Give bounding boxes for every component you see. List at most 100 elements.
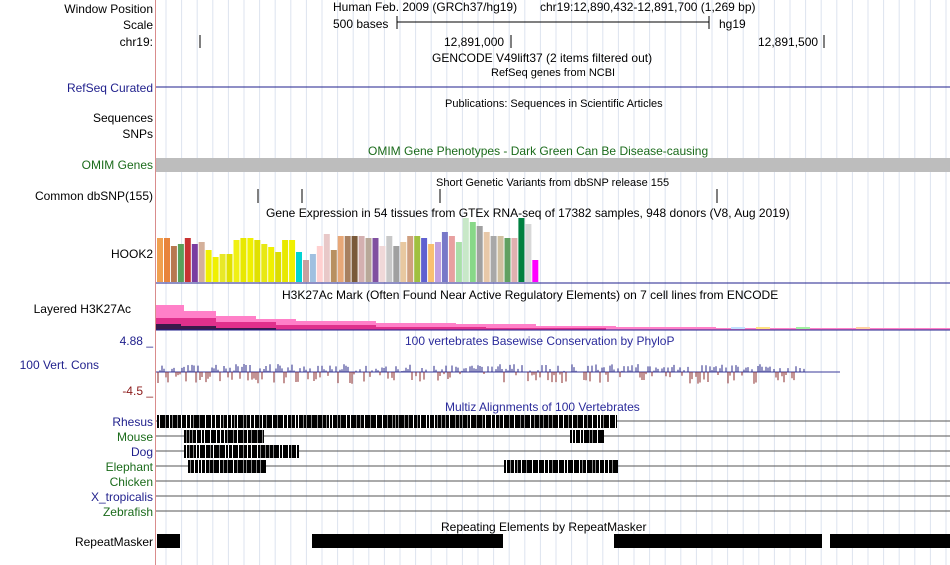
track-data-area[interactable]: Human Feb. 2009 (GRCh37/hg19) chr19:12,8…: [156, 0, 950, 565]
multiz-gap: [251, 445, 252, 458]
multiz-species-dog[interactable]: Dog: [130, 445, 153, 459]
multiz-species-mouse[interactable]: Mouse: [116, 430, 153, 444]
h3k27ac-layer-minor: [856, 327, 870, 329]
multiz-gap: [459, 415, 460, 428]
multiz-gap: [564, 460, 565, 473]
gtex-tissue-bar: [177, 244, 184, 282]
gtex-tissue-bar: [296, 252, 302, 282]
multiz-gap: [220, 430, 221, 443]
multiz-gap: [186, 430, 187, 443]
gtex-tissue-bar: [469, 222, 476, 282]
multiz-gap: [260, 445, 261, 458]
snps-track-label[interactable]: SNPs: [122, 127, 153, 141]
publications-track-title: Publications: Sequences in Scientific Ar…: [445, 98, 663, 110]
gtex-tissue-bar: [462, 218, 469, 282]
multiz-gap: [573, 460, 574, 473]
omim-track-title: OMIM Gene Phenotypes - Dark Green Can Be…: [368, 144, 709, 158]
multiz-gap: [326, 415, 327, 428]
repeat-element: [157, 534, 180, 548]
multiz-species-x-tropicalis[interactable]: X_tropicalis: [90, 490, 153, 504]
multiz-gap: [429, 415, 430, 428]
dbsnp-variant-marks: [257, 189, 718, 203]
multiz-gap: [232, 445, 233, 458]
multiz-gap: [592, 415, 593, 428]
multiz-gap: [306, 415, 307, 428]
multiz-gap: [287, 415, 288, 428]
gtex-tissue-bar: [428, 244, 435, 282]
window-position-label: Window Position: [64, 2, 153, 16]
omim-track-label[interactable]: OMIM Genes: [81, 158, 153, 172]
multiz-gap: [558, 460, 559, 473]
multiz-species-zebrafish[interactable]: Zebrafish: [102, 505, 153, 519]
repeatmasker-track-label[interactable]: RepeatMasker: [74, 535, 153, 549]
multiz-species-chicken[interactable]: Chicken: [109, 475, 153, 489]
gtex-tissue-bar: [511, 238, 518, 282]
multiz-gap: [196, 430, 197, 443]
gtex-tissue-bar: [400, 242, 407, 282]
multiz-gap: [572, 430, 573, 443]
multiz-gap: [291, 415, 292, 428]
sequences-track-label[interactable]: Sequences: [92, 111, 153, 125]
gtex-tissue-bar: [386, 236, 393, 282]
multiz-gap: [526, 460, 527, 473]
multiz-gap: [382, 415, 383, 428]
multiz-gap: [600, 415, 601, 428]
phylop-track-label[interactable]: 100 Vert. Cons: [19, 358, 99, 372]
refseq-track-label[interactable]: RefSeq Curated: [66, 81, 153, 95]
multiz-gap: [491, 415, 492, 428]
multiz-gap: [441, 415, 442, 428]
dbsnp-track-label[interactable]: Common dbSNP(155): [34, 189, 153, 203]
multiz-gap: [205, 415, 206, 428]
gtex-tissue-bar: [476, 226, 483, 282]
multiz-gap: [539, 415, 540, 428]
gtex-tissue-bar: [393, 246, 400, 282]
multiz-gap: [189, 445, 190, 458]
multiz-gap: [532, 460, 533, 473]
multiz-gap: [499, 415, 500, 428]
multiz-gap: [219, 460, 220, 473]
multiz-gap: [227, 430, 228, 443]
multiz-gap: [196, 445, 197, 458]
multiz-gap: [266, 415, 267, 428]
multiz-gap: [514, 415, 515, 428]
h3k27ac-layer-minor: [796, 327, 810, 329]
gtex-track-label[interactable]: HOOK2: [110, 247, 153, 261]
multiz-gap: [237, 430, 238, 443]
gtex-tissue-bar: [233, 240, 240, 282]
multiz-gap: [243, 460, 244, 473]
multiz-gap: [376, 415, 377, 428]
multiz-gap: [165, 415, 166, 428]
repeat-element: [830, 534, 950, 548]
gtex-tissue-bar: [497, 236, 504, 282]
gtex-tissue-bar: [330, 250, 337, 282]
multiz-alignment-rows: [156, 415, 950, 512]
phylop-max-label: 4.88 _: [119, 334, 153, 348]
multiz-gap: [210, 445, 211, 458]
multiz-gap: [398, 415, 399, 428]
multiz-gap: [392, 415, 393, 428]
multiz-gap: [521, 460, 522, 473]
gtex-tissue-bar: [282, 240, 289, 282]
gtex-tissue-bar: [532, 260, 539, 282]
multiz-gap: [370, 415, 371, 428]
multiz-gap: [193, 415, 194, 428]
multiz-gap: [210, 430, 211, 443]
gtex-tissue-bar: [268, 247, 275, 282]
multiz-species-elephant[interactable]: Elephant: [105, 460, 153, 474]
gtex-tissue-bar: [421, 238, 428, 282]
scale-label: Scale: [122, 18, 153, 32]
multiz-species-rhesus[interactable]: Rhesus: [112, 415, 153, 429]
multiz-gap: [503, 415, 504, 428]
h3k27ac-layer-dark: [156, 324, 276, 330]
gtex-tissue-bar: [254, 240, 261, 282]
multiz-gap: [329, 415, 330, 428]
multiz-gap: [360, 415, 361, 428]
multiz-gap: [426, 415, 427, 428]
h3k27ac-track-label[interactable]: Layered H3K27Ac: [33, 302, 131, 316]
multiz-gap: [223, 460, 224, 473]
multiz-gap: [485, 415, 486, 428]
gtex-tissue-bar: [518, 218, 525, 282]
multiz-gap: [337, 415, 338, 428]
multiz-gap: [552, 415, 553, 428]
